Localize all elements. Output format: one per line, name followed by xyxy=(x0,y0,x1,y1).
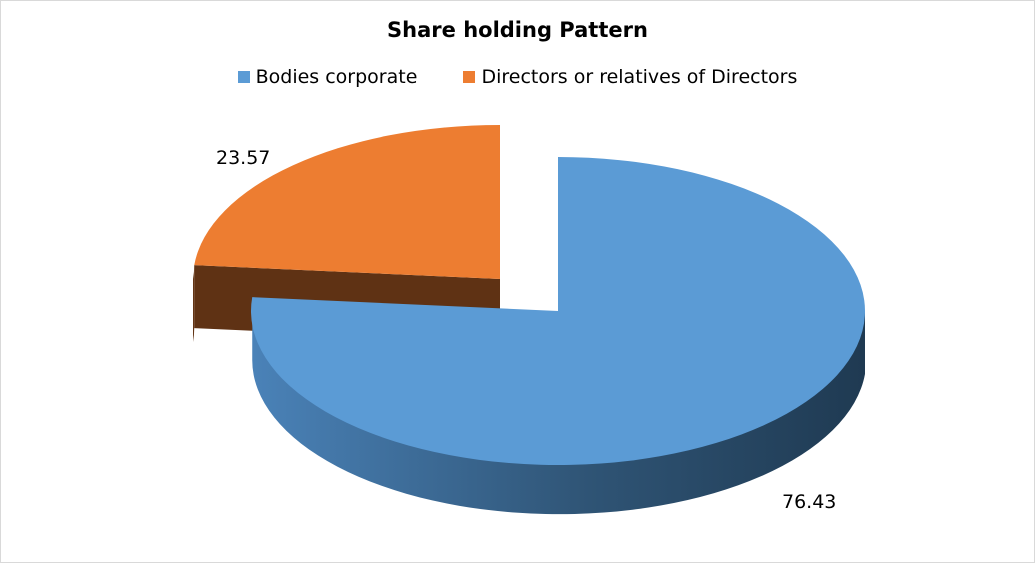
legend-swatch-directors xyxy=(463,71,476,83)
data-label-directors: 23.57 xyxy=(216,147,270,169)
legend-item-bodies-corporate: Bodies corporate xyxy=(237,66,418,88)
chart-title: Share holding Pattern xyxy=(387,18,648,42)
slice-wall-directors xyxy=(193,265,195,342)
legend-label-bodies-corporate: Bodies corporate xyxy=(255,66,418,88)
slice-bodies-corporate xyxy=(251,157,866,465)
legend-swatch-bodies-corporate xyxy=(237,71,250,83)
slice-directors xyxy=(194,125,501,279)
chart-legend: Bodies corporate Directors or relatives … xyxy=(0,66,1035,88)
legend-label-directors: Directors or relatives of Directors xyxy=(481,66,798,88)
legend-item-directors: Directors or relatives of Directors xyxy=(463,66,797,88)
data-label-bodies-corporate: 76.43 xyxy=(782,491,836,513)
slice-wall-bodies-corporate xyxy=(252,297,866,515)
